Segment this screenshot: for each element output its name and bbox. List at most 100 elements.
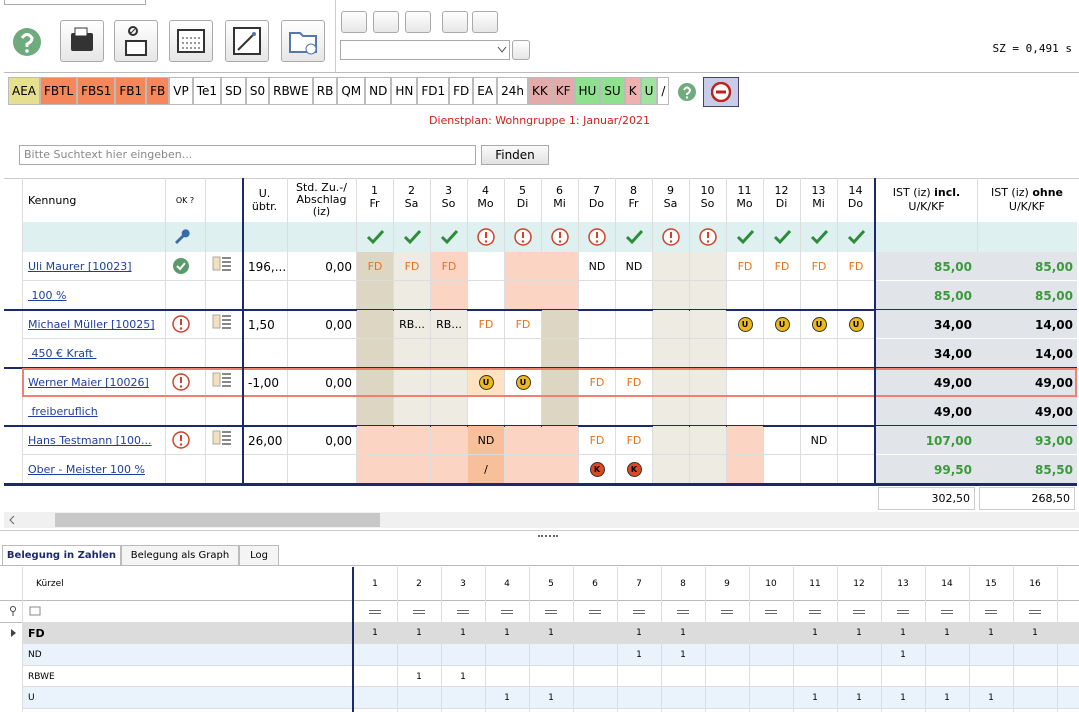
filter-button[interactable]: FB [146,77,170,105]
stat-count: 1 [504,693,510,703]
day-cell: K [579,455,615,483]
filter-button[interactable]: KK [527,77,552,105]
stat-column-line [529,567,530,712]
employee-name[interactable]: 450 € Kraft [28,347,97,360]
filter-button[interactable]: FD1 [417,77,450,105]
filter-button[interactable]: SD [221,77,246,105]
column-line [578,178,579,484]
tool-small[interactable] [405,11,431,33]
filter-button[interactable]: FB1 [115,77,147,105]
help-icon[interactable] [12,27,42,57]
uebtr-value: -1,00 [248,375,280,390]
tool-small[interactable] [373,11,399,33]
filter-button[interactable]: Te1 [192,77,222,105]
filter-button[interactable]: K [624,77,641,105]
ist-ohne-value: 49,00 [1035,375,1073,390]
employee-name[interactable]: Werner Maier [10026] [28,376,149,389]
day-cell [653,426,689,454]
day-cell: FD [394,252,430,280]
filter-button[interactable]: 24h [497,77,528,105]
shift-code: FD [441,259,457,273]
tab[interactable]: Log [239,545,279,566]
search-button[interactable]: Finden [481,145,549,165]
stat-day-header: 12 [853,578,865,589]
stat-row [22,666,1079,687]
day-cell [431,281,467,309]
filter-button[interactable]: ND [365,77,392,105]
day-header: 7 Do [578,184,615,218]
employee-name[interactable]: freiberuflich [28,405,98,418]
stat-day-header: 10 [765,578,777,589]
stat-row [22,687,1079,709]
stop-button[interactable] [703,77,740,107]
employee-name[interactable]: Michael Müller [10025] [28,318,155,331]
filter-button[interactable]: RBWE [269,77,313,105]
search-input[interactable]: Bitte Suchtext hier eingeben... [19,145,476,165]
stat-column-line [661,567,662,712]
filter-button[interactable]: EA [473,77,498,105]
tool-fax[interactable] [60,20,104,62]
shift-code: RB... [399,317,425,331]
day-weekday: Do [847,197,864,210]
filter-button[interactable]: FBTL [40,77,78,105]
shift-badge: U [737,316,753,332]
tool-small[interactable] [341,11,367,33]
employee-name[interactable]: 100 % [28,289,67,302]
filter-button[interactable]: SU [600,77,625,105]
stat-count: 1 [372,628,378,638]
column-line [165,178,166,484]
tool-small[interactable] [472,11,498,33]
day-cell [690,252,726,280]
employee-name[interactable]: Uli Maurer [10023] [28,260,132,273]
tool-folder[interactable] [281,20,325,62]
tool-wizard[interactable] [225,20,269,62]
std-value: 0,00 [325,259,352,274]
filter-button[interactable]: AEA [8,77,40,105]
filter-button[interactable]: HU [574,77,601,105]
std-value: 0,00 [325,317,352,332]
day-number: 2 [408,184,415,197]
tab[interactable]: Belegung in Zahlen [2,545,121,566]
filter-button[interactable]: QM [337,77,366,105]
column-line [837,178,838,484]
column-line [393,178,394,484]
filter-button[interactable]: FD [449,77,474,105]
filter-button[interactable]: HN [391,77,418,105]
employee-name[interactable]: Hans Testmann [100... [28,434,152,447]
day-header: 3 So [430,184,467,218]
tab[interactable]: Belegung als Graph [121,545,239,566]
stat-column-line [881,567,882,712]
employee-name[interactable]: Ober - Meister 100 % [28,463,145,476]
stat-day-header: 13 [897,578,909,589]
tool-calendar[interactable] [169,20,213,62]
tool-small[interactable] [512,40,530,60]
stat-key-line [352,567,354,712]
day-cell: / [468,455,504,483]
filter-button[interactable]: / [657,77,670,105]
day-cell [690,310,726,338]
day-cell [542,368,578,396]
ist-incl-value: 99,50 [934,462,972,477]
stat-count: 1 [680,650,686,660]
filter-button[interactable]: RB [312,77,338,105]
shift-badge: U [811,316,827,332]
filter-button[interactable]: KF [551,77,575,105]
column-line [541,178,542,484]
stat-count: 1 [548,628,554,638]
filter-button[interactable]: FBS1 [77,77,116,105]
tool-small[interactable] [442,11,468,33]
column-filter [721,610,733,614]
tool-rules[interactable] [114,20,158,62]
column-line [763,178,764,484]
shift-code: ND [625,259,643,273]
column-line [504,178,505,484]
day-cell: ND [616,252,652,280]
filter-button[interactable]: S0 [245,77,270,105]
day-cell: U [801,310,837,338]
filter-button[interactable]: U [640,77,658,105]
row-line [22,280,1077,281]
shift-code: / [484,462,488,476]
dropdown[interactable] [340,40,510,60]
filter-button[interactable]: VP [169,77,193,105]
